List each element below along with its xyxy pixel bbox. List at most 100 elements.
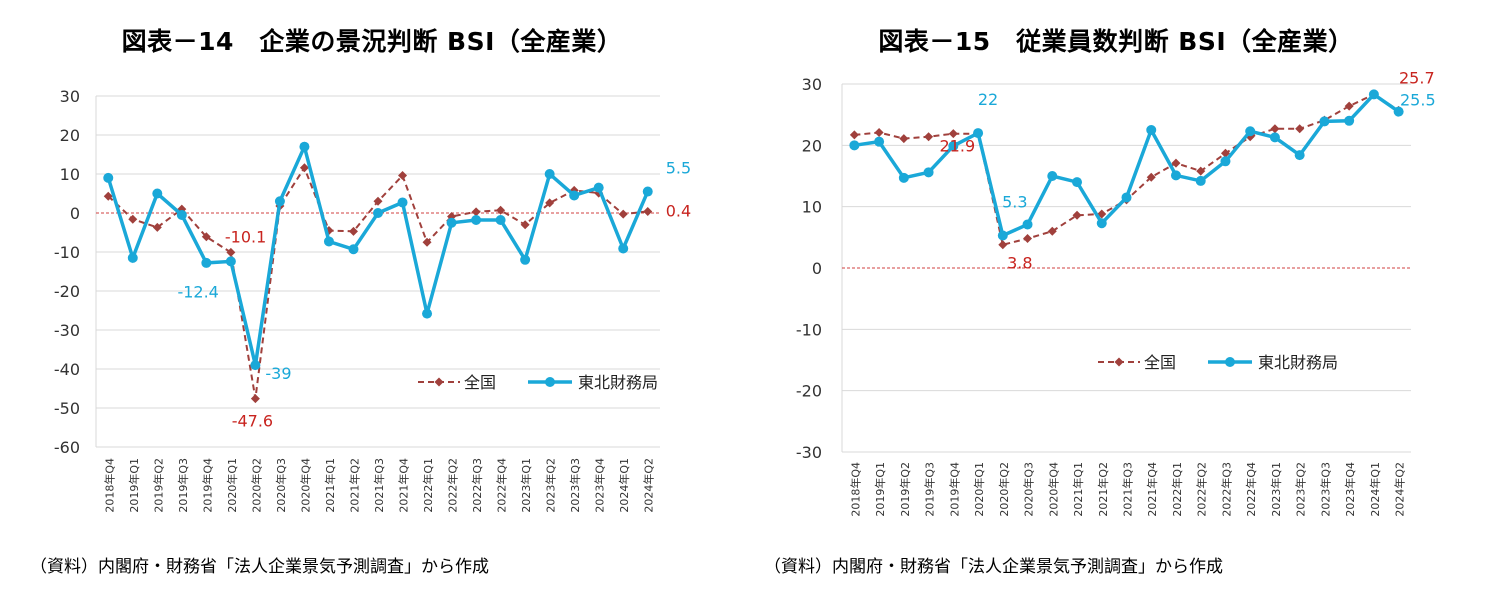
x-tick-label: 2021年Q3 — [372, 458, 386, 513]
data-point-tohoku — [593, 182, 604, 193]
data-point-tohoku — [874, 136, 885, 147]
y-tick-label: -30 — [54, 321, 80, 340]
x-tick-label: 2019年Q3 — [923, 462, 937, 517]
x-tick-label: 2023年Q1 — [519, 458, 533, 513]
x-tick-label: 2023年Q3 — [1318, 462, 1332, 517]
series-line-tohoku — [106, 141, 650, 366]
x-tick-label: 2019年Q4 — [947, 462, 961, 517]
x-tick-label: 2019年Q1 — [127, 458, 141, 513]
data-point-tohoku — [520, 254, 531, 265]
data-point-tohoku — [176, 209, 187, 220]
data-point-zenkoku — [618, 209, 628, 219]
data-point-zenkoku — [643, 206, 653, 216]
data-point-zenkoku — [201, 232, 211, 242]
x-tick-label: 2019年Q2 — [151, 458, 165, 513]
x-tick-label: 2022年Q2 — [446, 458, 460, 513]
chart-panel-left: 図表－14 企業の景況判断 BSI（全産業） 30 20 10 0 -10 -20 -30 -… — [30, 27, 691, 577]
data-point-tohoku — [997, 230, 1008, 241]
data-point-tohoku — [323, 236, 334, 247]
x-tick-label: 2022年Q2 — [1195, 462, 1209, 517]
x-tick-label: 2019年Q4 — [200, 458, 214, 513]
data-label: 5.3 — [1002, 192, 1027, 211]
data-point-zenkoku — [1220, 148, 1230, 158]
data-point-tohoku — [898, 172, 909, 183]
x-tick-label: 2023年Q4 — [1343, 462, 1357, 517]
y-tick-label: 30 — [802, 75, 822, 94]
data-point-tohoku — [1022, 219, 1033, 230]
legend-marker-tohoku — [1225, 357, 1235, 367]
x-tick-label: 2022年Q3 — [1219, 462, 1233, 517]
chart-right: 30 20 10 0 -10 -20 -30 2018年Q4 2019年Q1 2019年Q2 201… — [796, 68, 1436, 517]
data-point-tohoku — [1195, 175, 1206, 186]
data-point-tohoku — [948, 140, 959, 151]
x-tick-label: 2019年Q1 — [873, 462, 887, 517]
data-point-tohoku — [1220, 156, 1231, 167]
x-tick-label: 2020年Q2 — [997, 462, 1011, 517]
data-point-tohoku — [544, 169, 555, 179]
data-label: -10.1 — [225, 227, 266, 246]
x-tick-label: 2020年Q4 — [298, 458, 312, 513]
x-tick-label: 2021年Q1 — [1071, 462, 1085, 517]
y-tick-label: 20 — [60, 126, 80, 145]
data-point-zenkoku — [348, 226, 358, 236]
data-point-tohoku — [373, 208, 383, 218]
x-tick-label: 2019年Q3 — [176, 458, 190, 513]
data-label: 5.5 — [666, 159, 691, 178]
data-point-tohoku — [1319, 116, 1330, 127]
y-tick-label: -60 — [54, 438, 80, 457]
data-point-tohoku — [274, 196, 285, 207]
data-point-tohoku — [1269, 132, 1280, 143]
y-tick-label: -20 — [54, 282, 80, 301]
data-point-zenkoku — [849, 130, 859, 140]
x-tick-label: 2023年Q2 — [1294, 462, 1308, 517]
data-point-tohoku — [1096, 218, 1107, 229]
data-point-tohoku — [495, 215, 506, 226]
source-note-right: （資料）内閣府・財務省「法人企業景気予測調査」から作成 — [764, 557, 1223, 577]
data-point-zenkoku — [299, 163, 309, 173]
data-point-zenkoku — [1344, 101, 1354, 111]
data-point-zenkoku — [899, 134, 909, 144]
data-point-tohoku — [1368, 89, 1379, 100]
x-tick-label: 2021年Q3 — [1121, 462, 1135, 517]
x-tick-label: 2022年Q1 — [421, 458, 435, 513]
x-tick-label: 2023年Q4 — [593, 458, 607, 513]
x-tick-label: 2024年Q1 — [1368, 462, 1382, 517]
data-point-tohoku — [1047, 171, 1058, 181]
data-point-tohoku — [250, 360, 261, 371]
data-point-tohoku — [397, 197, 408, 208]
data-point-tohoku — [446, 217, 457, 228]
y-tick-label: 0 — [812, 259, 822, 278]
y-tick-label: -10 — [796, 320, 822, 339]
x-tick-label: 2021年Q4 — [397, 458, 411, 513]
data-label: 22 — [978, 90, 998, 109]
data-point-tohoku — [127, 252, 138, 263]
data-point-zenkoku — [1023, 234, 1033, 244]
legend-label-zenkoku: 全国 — [1144, 353, 1176, 372]
data-point-tohoku — [642, 186, 653, 197]
data-point-tohoku — [923, 167, 934, 178]
data-point-tohoku — [1072, 177, 1083, 188]
data-point-zenkoku — [545, 198, 555, 208]
y-tick-label: 0 — [70, 204, 80, 223]
x-tick-label: 2021年Q2 — [1096, 462, 1110, 517]
data-point-tohoku — [471, 215, 482, 226]
x-tick-label: 2024年Q2 — [1393, 462, 1407, 517]
x-tick-label: 2023年Q1 — [1269, 462, 1283, 517]
x-tick-label: 2020年Q4 — [1046, 462, 1060, 517]
legend-label-tohoku: 東北財務局 — [578, 373, 658, 392]
data-point-zenkoku — [226, 247, 236, 257]
data-point-tohoku — [849, 140, 860, 151]
x-tick-label: 2021年Q2 — [347, 458, 361, 513]
y-tick-label: 30 — [60, 87, 80, 106]
x-tick-label: 2024年Q1 — [617, 458, 631, 513]
x-tick-label: 2018年Q4 — [102, 458, 116, 513]
legend-marker-zenkoku — [1114, 357, 1124, 367]
data-point-tohoku — [103, 172, 114, 183]
data-label: 3.8 — [1007, 254, 1032, 273]
data-label: -12.4 — [177, 282, 218, 301]
data-point-zenkoku — [998, 240, 1008, 250]
data-point-zenkoku — [398, 171, 408, 181]
data-point-tohoku — [569, 190, 580, 201]
y-tick-label: -50 — [54, 399, 80, 418]
x-tick-label: 2020年Q1 — [225, 458, 239, 513]
